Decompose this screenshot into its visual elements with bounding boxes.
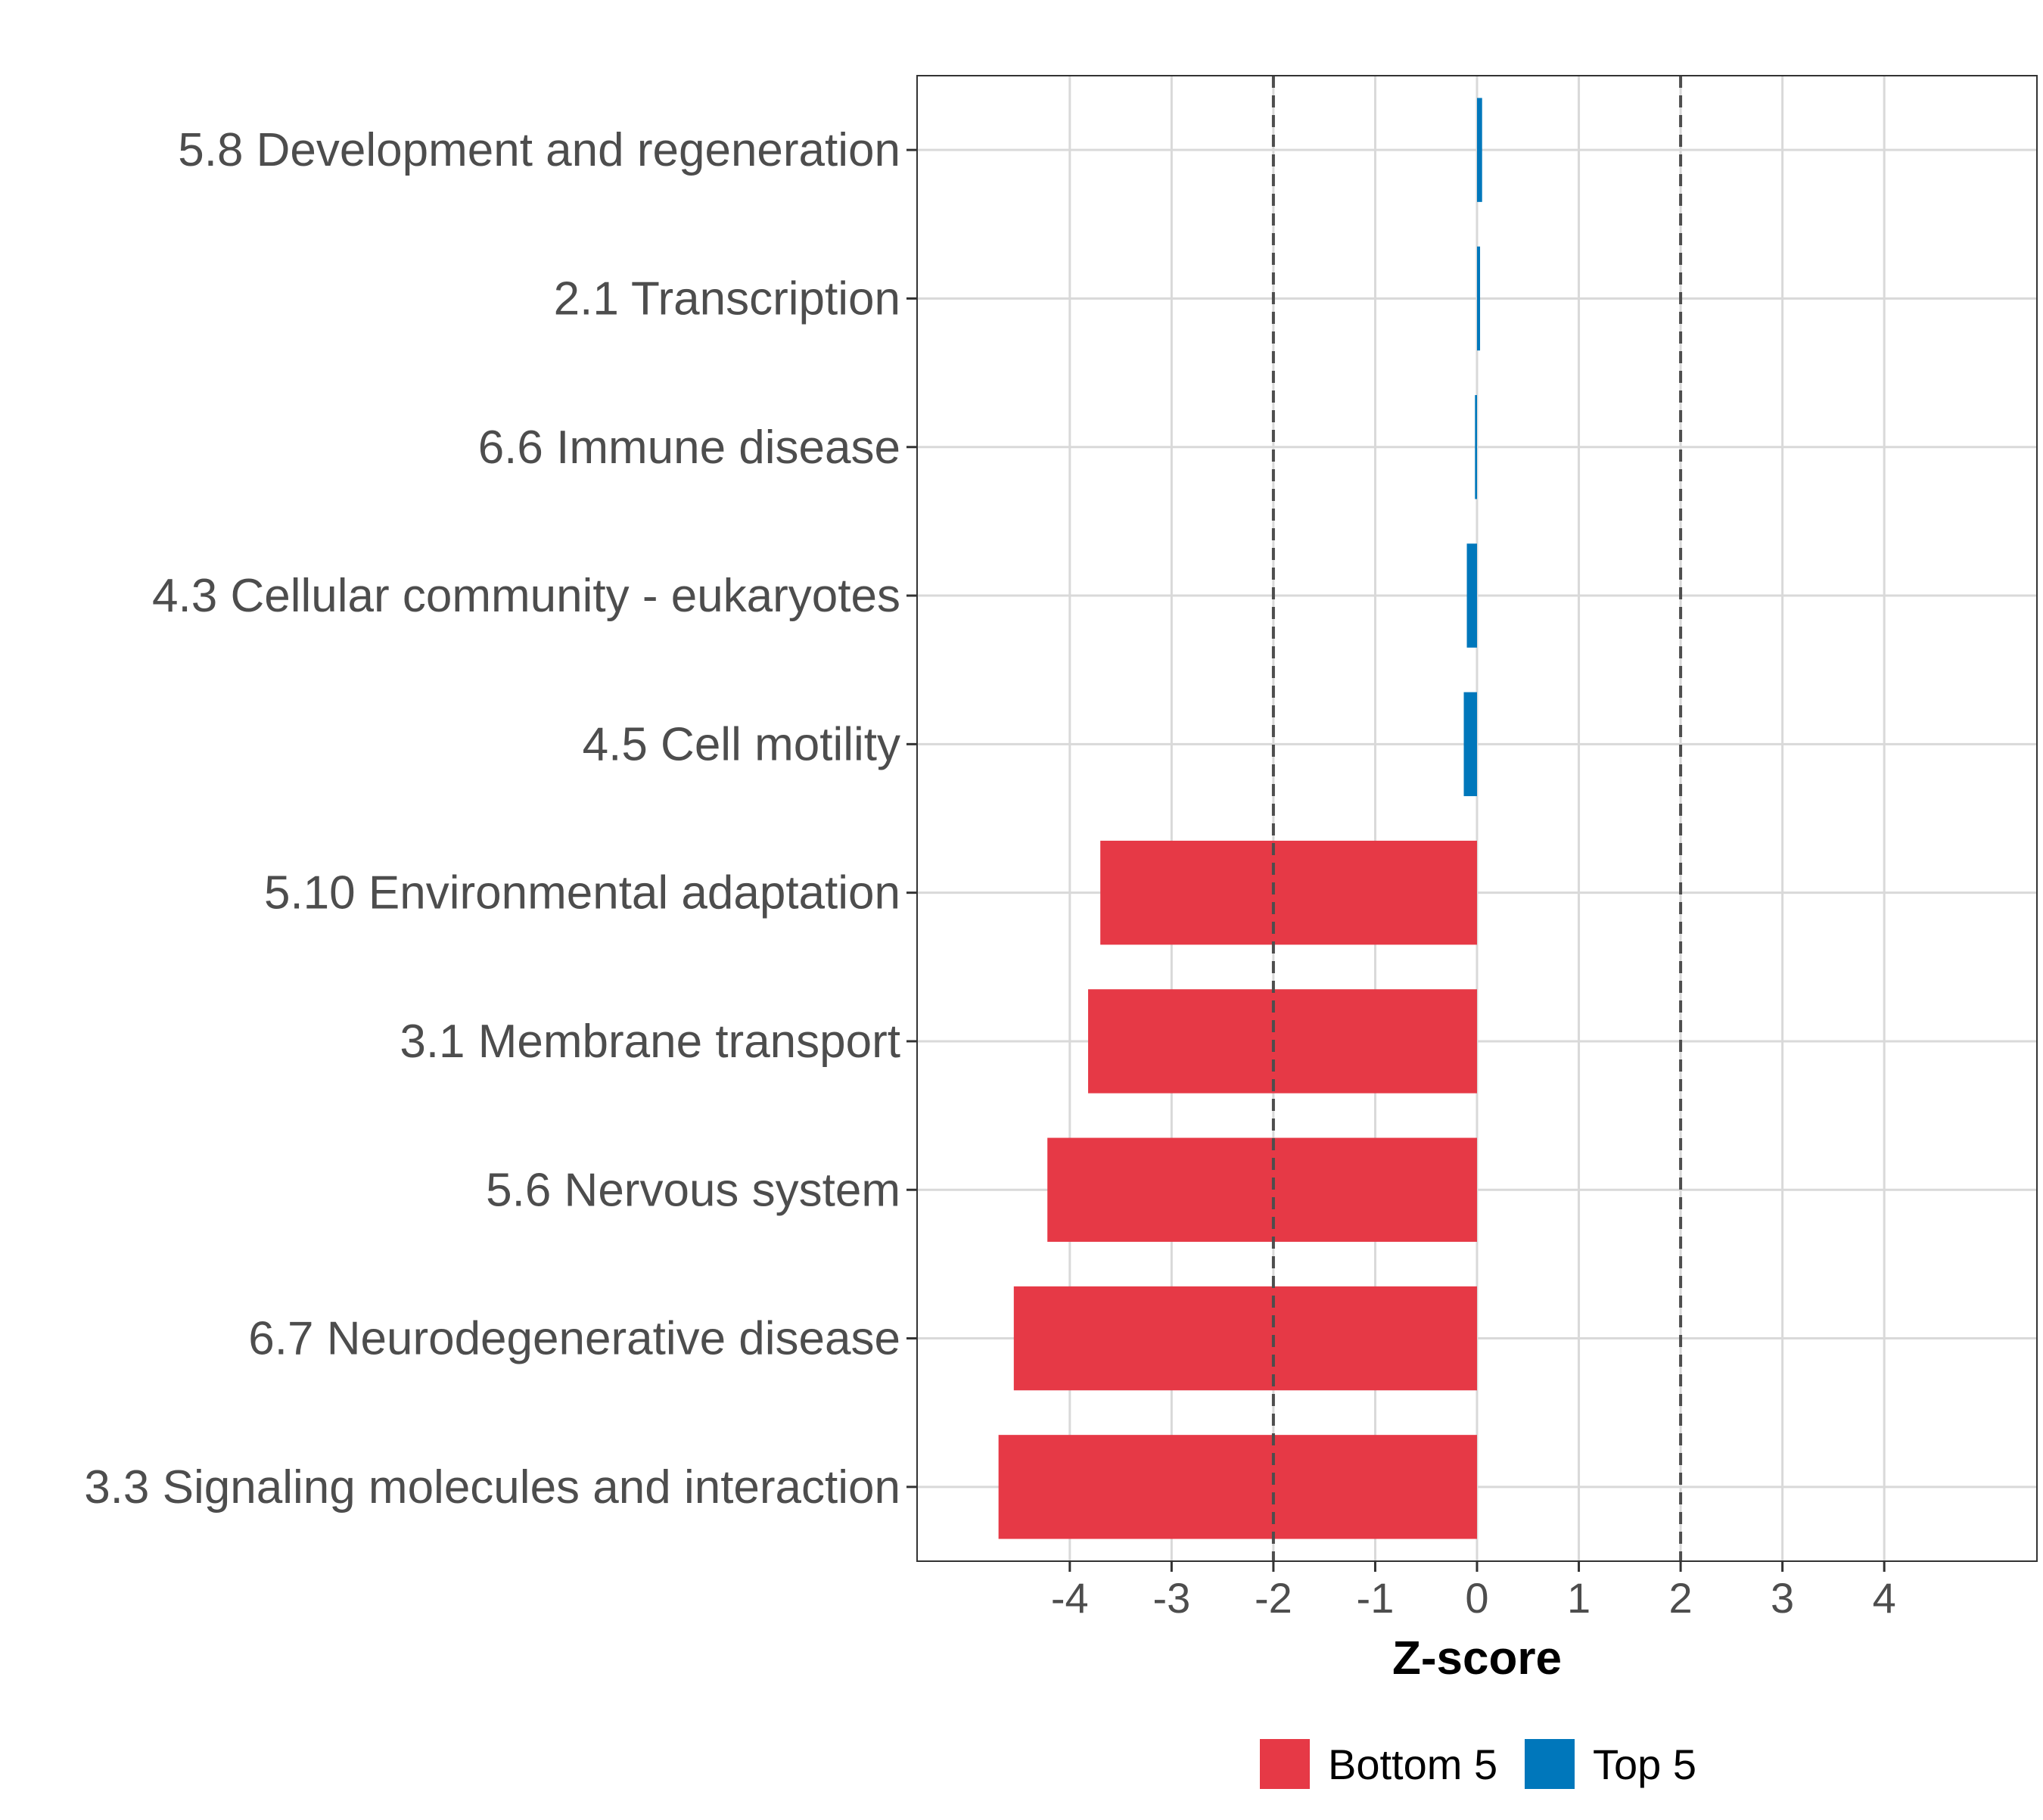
- x-tick-label: 0: [1465, 1574, 1488, 1622]
- x-tick-label: 4: [1873, 1574, 1896, 1622]
- bar-layer: [998, 98, 1482, 1539]
- legend-swatch: [1525, 1739, 1575, 1789]
- category-label: 3.1 Membrane transport: [400, 1016, 900, 1068]
- category-label: 6.6 Immune disease: [478, 422, 900, 474]
- category-label: 2.1 Transcription: [554, 272, 900, 325]
- bar: [998, 1435, 1477, 1539]
- reference-lines: [1271, 76, 1683, 1561]
- x-tick-label: -2: [1255, 1574, 1292, 1622]
- legend: Bottom 5 Top 5: [1260, 1739, 1696, 1789]
- category-label: 5.8 Development and regeneration: [178, 124, 900, 176]
- category-label: 5.10 Environmental adaptation: [264, 867, 900, 919]
- category-label: 6.7 Neurodegenerative disease: [248, 1313, 900, 1365]
- category-label: 5.6 Nervous system: [486, 1164, 900, 1216]
- legend-label: Top 5: [1593, 1741, 1696, 1788]
- x-tick-label: 1: [1567, 1574, 1591, 1622]
- legend-label: Bottom 5: [1328, 1741, 1497, 1788]
- bar: [1013, 1286, 1477, 1391]
- bar: [1477, 98, 1482, 202]
- x-tick-label: -4: [1051, 1574, 1089, 1622]
- tick-layer: -4 -3 -2 -1 0 1 2 3 4 5.8 Development and regener…: [84, 124, 1896, 1622]
- bar: [1463, 692, 1477, 797]
- bar: [1477, 246, 1481, 351]
- bar: [1088, 989, 1477, 1094]
- x-axis-title: Z-score: [1392, 1632, 1562, 1685]
- bar: [1475, 395, 1477, 499]
- legend-swatch: [1260, 1739, 1310, 1789]
- bar: [1047, 1137, 1477, 1242]
- category-label: 3.3 Signaling molecules and interaction: [84, 1461, 900, 1514]
- bar: [1100, 840, 1477, 945]
- category-label: 4.3 Cellular community - eukaryotes: [152, 570, 900, 622]
- x-tick-label: -3: [1152, 1574, 1190, 1622]
- x-tick-label: 3: [1771, 1574, 1794, 1622]
- x-tick-label: -1: [1357, 1574, 1395, 1622]
- bar: [1466, 543, 1477, 648]
- x-tick-label: 2: [1669, 1574, 1693, 1622]
- category-label: 4.5 Cell motility: [583, 718, 900, 770]
